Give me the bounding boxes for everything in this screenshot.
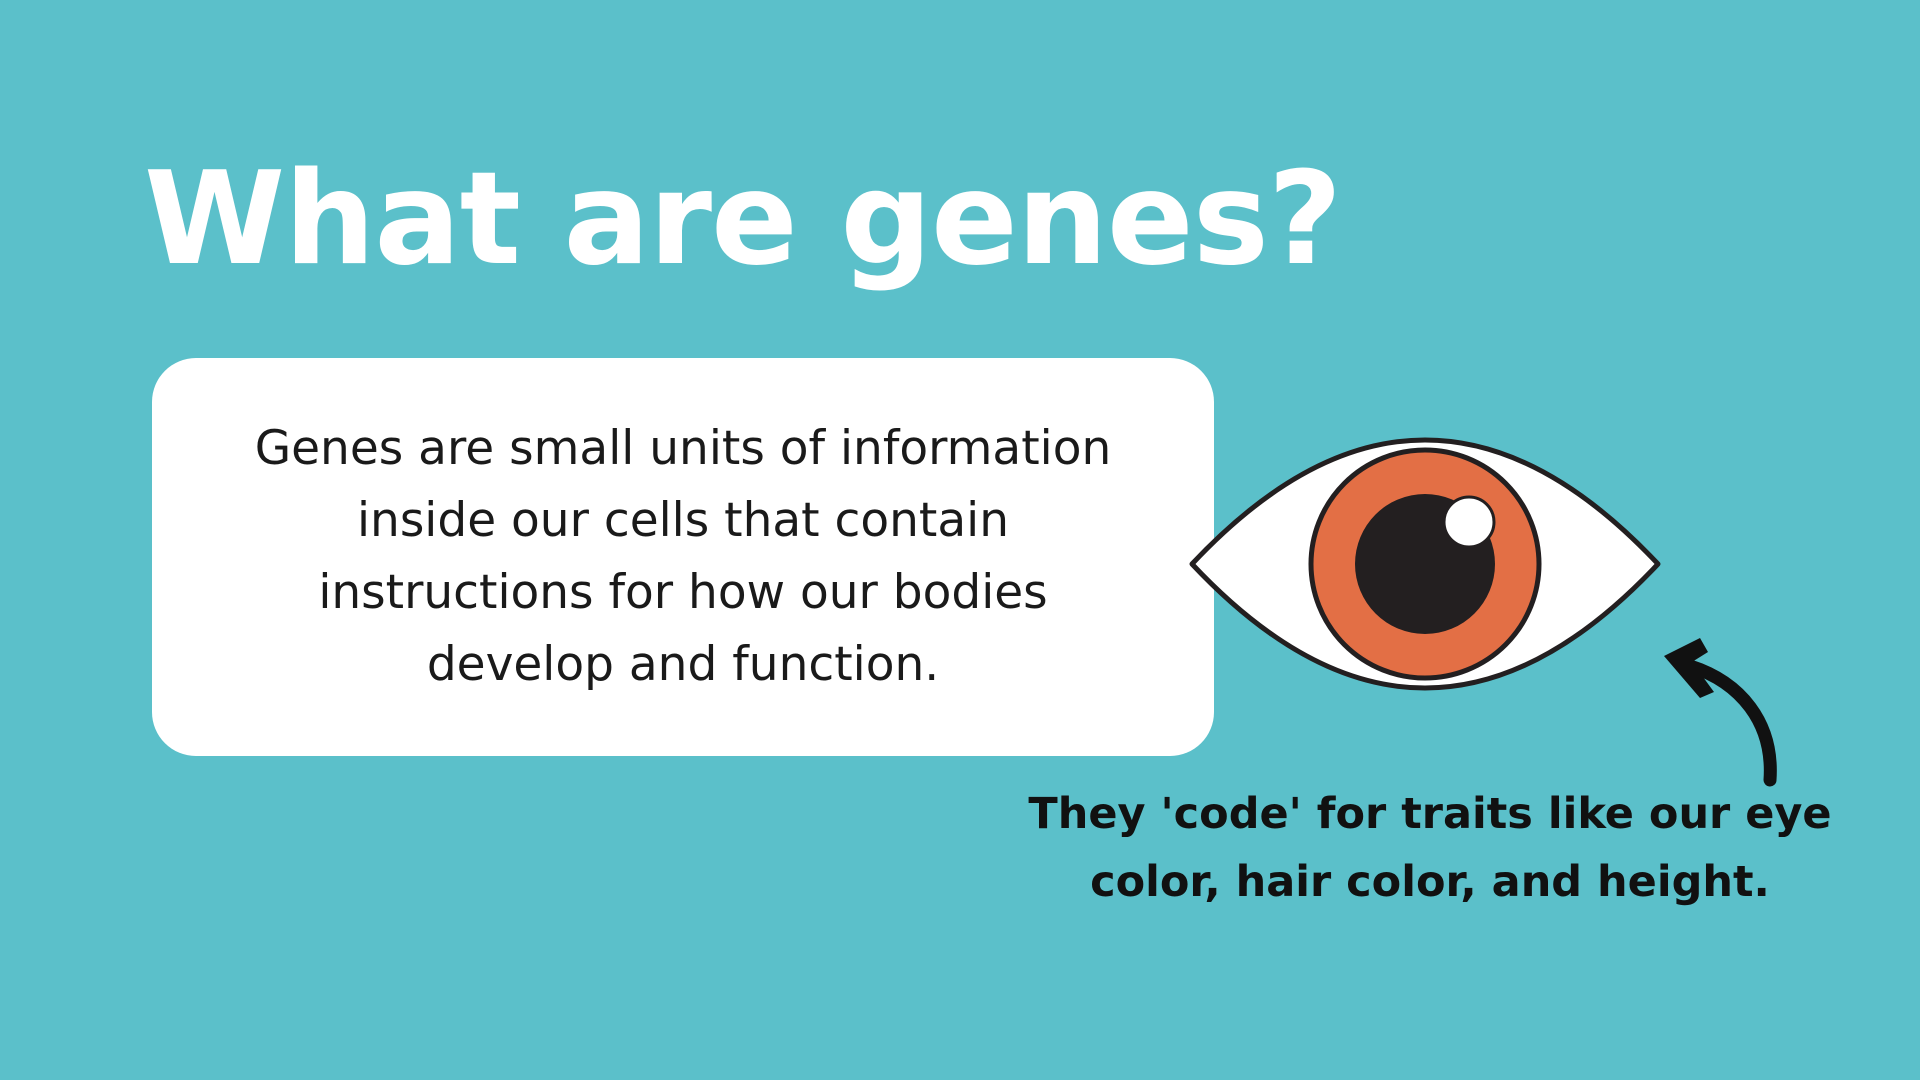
eye-highlight (1442, 495, 1496, 549)
slide-title: What are genes? (144, 145, 1342, 294)
info-card-text: Genes are small units of information ins… (254, 421, 1112, 692)
eye-icon (1189, 437, 1661, 691)
info-card: Genes are small units of information ins… (152, 358, 1214, 756)
traits-caption: They 'code' for traits like our eye colo… (1028, 789, 1832, 907)
curved-arrow-icon (1664, 638, 1777, 787)
